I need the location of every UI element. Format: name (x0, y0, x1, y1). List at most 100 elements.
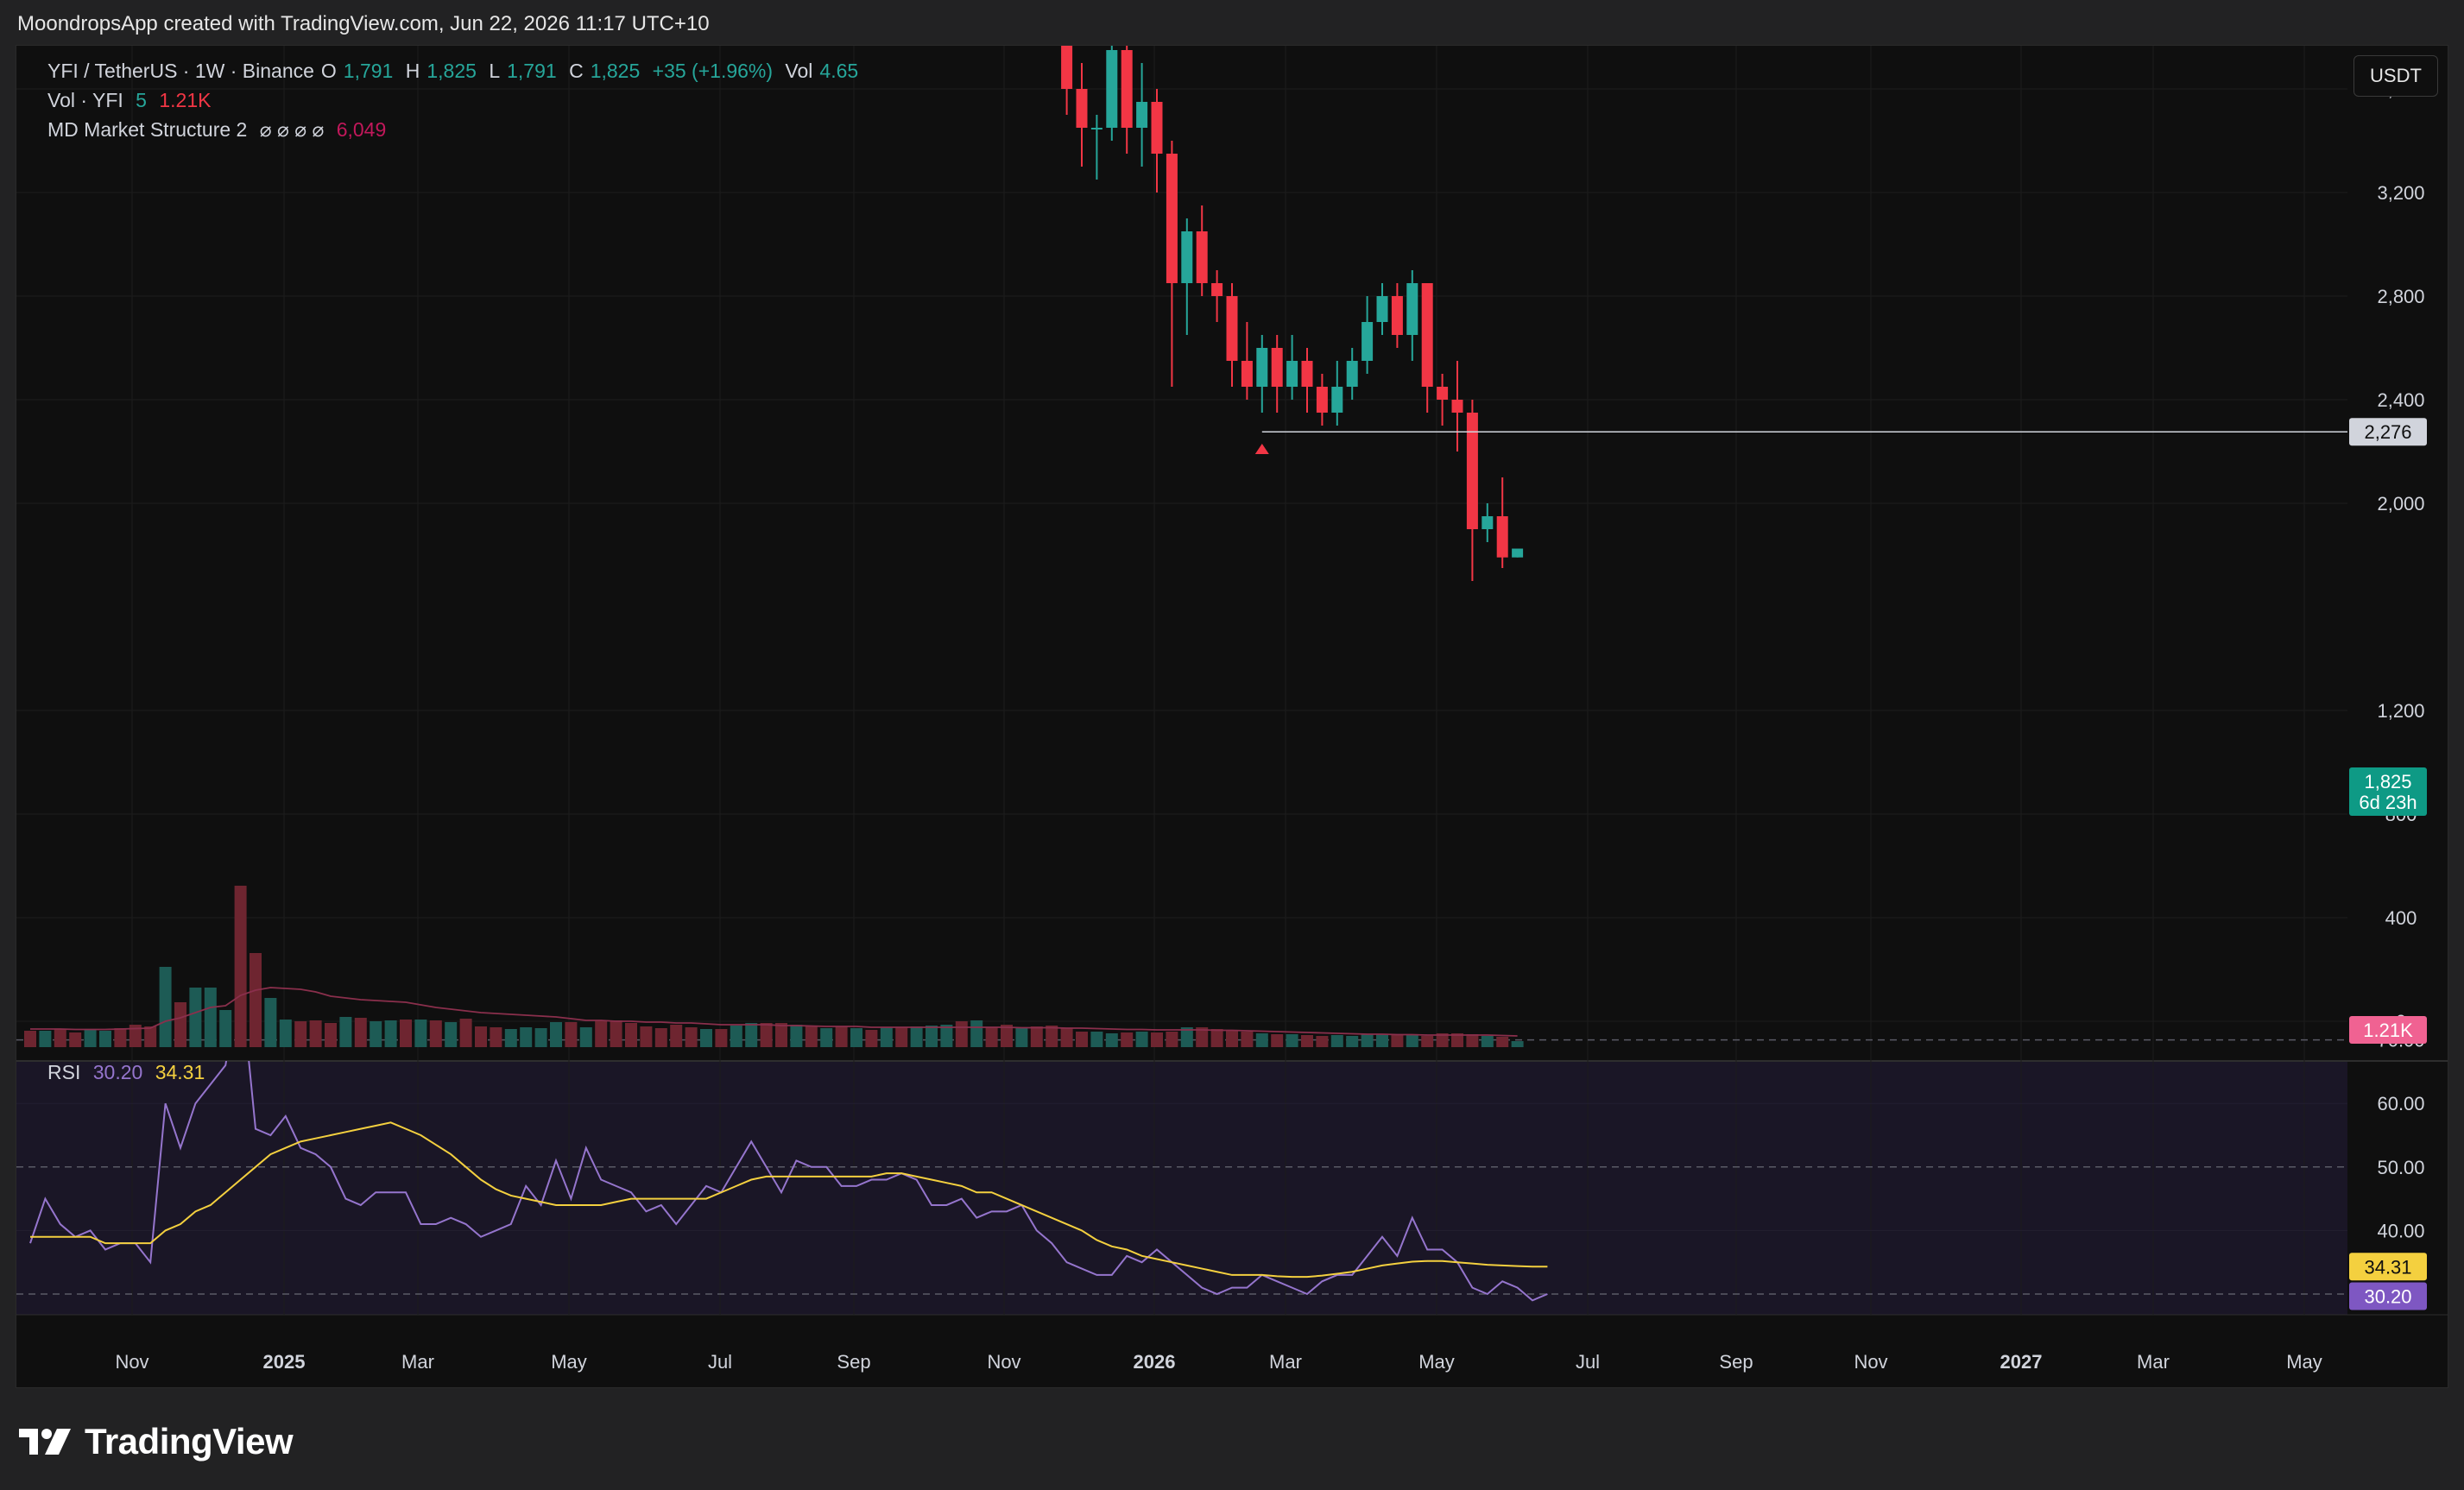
candle-body (1196, 231, 1208, 283)
change-value: +35 (+1.96%) (652, 60, 774, 82)
volume-bar (1121, 1032, 1134, 1047)
volume-bar (865, 1030, 878, 1047)
volume-bar (370, 1021, 382, 1047)
volume-bar (279, 1020, 292, 1047)
candle-body (1482, 516, 1494, 529)
high-value: 1,825 (426, 60, 477, 82)
open-label: O (320, 60, 337, 82)
volume-bar (820, 1028, 833, 1047)
candle-body (1286, 361, 1298, 387)
tradingview-brand[interactable]: TradingView (19, 1421, 294, 1462)
volume-bar (670, 1025, 683, 1047)
volume-bar (414, 1020, 427, 1047)
volume-bar (520, 1027, 533, 1047)
symbol-legend: YFI / TetherUS · 1W · Binance O 1,791 H 1,8… (47, 60, 865, 83)
time-tick-label: 2027 (2000, 1351, 2043, 1373)
volume-bar (1060, 1028, 1073, 1047)
time-tick-label: Jul (1576, 1351, 1600, 1373)
volume-bar (1436, 1033, 1449, 1047)
rsi-badge: 30.20 (2364, 1286, 2411, 1308)
vol-label: Vol (785, 60, 813, 82)
volume-bar (54, 1029, 66, 1047)
volume-bar (895, 1027, 908, 1047)
price-tick-label: 2,000 (2377, 493, 2424, 515)
volume-bar (1286, 1034, 1298, 1047)
volume-bar (1271, 1034, 1284, 1047)
rsi-tick-label: 50.00 (2377, 1157, 2424, 1178)
volume-bar (174, 1002, 186, 1047)
low-value: 1,791 (507, 60, 557, 82)
candle-body (1151, 102, 1163, 154)
volume-bar (940, 1025, 953, 1047)
volume-bar (1241, 1032, 1254, 1047)
close-value: 1,825 (590, 60, 641, 82)
symbol-label[interactable]: YFI / TetherUS · 1W · Binance (47, 60, 314, 82)
candles-group (1061, 46, 1524, 581)
candle-body (1181, 231, 1193, 283)
volume-bar (1255, 1033, 1268, 1047)
candle-body (1316, 387, 1328, 413)
candle-body (1256, 348, 1268, 387)
low-label: L (489, 60, 501, 82)
rsi-group (29, 1061, 1548, 1302)
time-tick-label: Nov (115, 1351, 148, 1373)
volume-bar (1391, 1035, 1404, 1047)
volume-bar (475, 1026, 487, 1047)
volume-name[interactable]: Vol · YFI (47, 89, 123, 111)
volume-bar (730, 1026, 742, 1047)
volume-bar (490, 1027, 502, 1047)
volume-bar (610, 1020, 622, 1047)
volume-bar (1466, 1034, 1479, 1047)
time-tick-label: May (551, 1351, 587, 1373)
price-tick-label: 2,400 (2377, 389, 2424, 411)
volume-bar (69, 1032, 82, 1047)
time-tick-label: May (2286, 1351, 2322, 1373)
volume-bar (459, 1019, 472, 1047)
chart-canvas[interactable]: 6,8006,4006,0005,6005,2004,8004,4004,000… (16, 46, 2448, 1387)
candle-body (1466, 413, 1478, 529)
volume-bar (1105, 1033, 1118, 1047)
market-structure-name[interactable]: MD Market Structure 2 (47, 118, 248, 141)
time-tick-label: 2026 (1134, 1351, 1176, 1373)
volume-bar (534, 1028, 547, 1047)
high-label: H (405, 60, 420, 82)
volume-bar (84, 1030, 97, 1047)
volume-bar (745, 1023, 758, 1047)
price-tick-label: 1,200 (2377, 700, 2424, 722)
price-tick-label: 400 (2385, 907, 2417, 929)
volume-bar (550, 1022, 562, 1047)
rsi-ma-line (30, 1121, 1548, 1278)
volume-bar (850, 1028, 862, 1047)
volume-bar (204, 988, 217, 1047)
volume-bar (1076, 1032, 1088, 1047)
volume-bar (339, 1017, 352, 1047)
candle-body (1076, 89, 1088, 128)
volume-bar (159, 967, 172, 1047)
volume-bar (1001, 1025, 1013, 1047)
candle-body (1406, 283, 1418, 335)
volume-bar (1090, 1032, 1103, 1047)
volume-bar (880, 1027, 893, 1047)
volume-bars (24, 886, 1524, 1047)
rsi-ma-value: 34.31 (155, 1061, 205, 1083)
volume-bar (700, 1029, 712, 1047)
currency-button[interactable]: USDT (2353, 55, 2438, 97)
level-price-badge-bg (2349, 418, 2427, 446)
volume-bar (1151, 1032, 1163, 1047)
candle-body (1496, 516, 1508, 558)
candle-body (1136, 102, 1148, 128)
candle-body (1346, 361, 1358, 387)
rsi-value: 30.20 (92, 1061, 143, 1083)
rsi-ma-badge: 34.31 (2364, 1256, 2411, 1278)
market-structure-legend: MD Market Structure 2 ⌀ ⌀ ⌀ ⌀ 6,049 (47, 118, 393, 142)
volume-bar (775, 1023, 787, 1047)
volume-bar (504, 1029, 517, 1047)
chart-frame[interactable]: 6,8006,4006,0005,6005,2004,8004,4004,000… (16, 45, 2448, 1388)
last-price-badge-bg (2349, 767, 2427, 816)
rsi-name[interactable]: RSI (47, 1061, 81, 1083)
candle-body (1331, 387, 1343, 413)
candle-body (1106, 50, 1118, 128)
volume-value: 1.21K (159, 89, 212, 111)
candle-body (1090, 128, 1102, 129)
volume-bar (1046, 1026, 1058, 1047)
